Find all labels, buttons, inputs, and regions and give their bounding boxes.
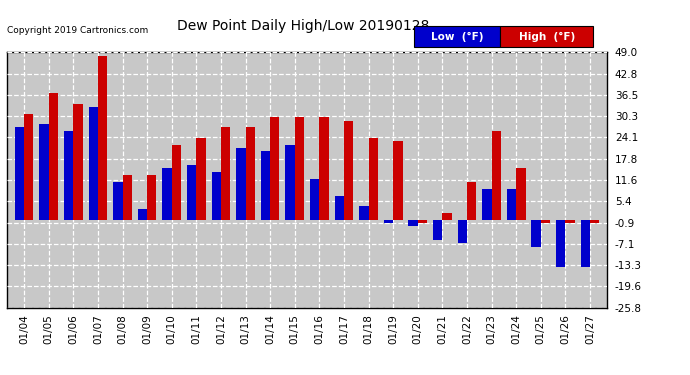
Bar bbox=[14, 128, 24, 219]
Bar bbox=[73, 104, 83, 219]
Bar bbox=[393, 141, 402, 219]
Bar bbox=[147, 175, 157, 219]
Bar bbox=[344, 121, 353, 219]
Bar bbox=[138, 209, 147, 219]
Bar bbox=[49, 93, 58, 219]
Text: Dew Point Daily High/Low 20190128: Dew Point Daily High/Low 20190128 bbox=[177, 19, 430, 33]
Bar bbox=[516, 168, 526, 219]
Bar bbox=[319, 117, 328, 219]
Text: Copyright 2019 Cartronics.com: Copyright 2019 Cartronics.com bbox=[7, 26, 148, 35]
Bar bbox=[197, 138, 206, 219]
Bar bbox=[359, 206, 368, 219]
Bar bbox=[187, 165, 197, 219]
Bar bbox=[433, 219, 442, 240]
Bar bbox=[64, 131, 73, 219]
Bar bbox=[580, 219, 590, 267]
Text: High  (°F): High (°F) bbox=[519, 32, 575, 42]
Bar bbox=[482, 189, 491, 219]
Bar bbox=[24, 114, 34, 219]
Bar bbox=[310, 178, 319, 219]
Bar bbox=[88, 107, 98, 219]
Bar bbox=[491, 131, 501, 219]
Bar bbox=[295, 117, 304, 219]
Bar bbox=[335, 196, 344, 219]
Text: Low  (°F): Low (°F) bbox=[431, 32, 484, 42]
Bar bbox=[590, 219, 600, 223]
Bar bbox=[162, 168, 172, 219]
Bar bbox=[467, 182, 476, 219]
Bar bbox=[212, 172, 221, 219]
Bar bbox=[246, 128, 255, 219]
Bar bbox=[565, 219, 575, 223]
Bar bbox=[123, 175, 132, 219]
Bar bbox=[408, 219, 417, 226]
Bar bbox=[531, 219, 541, 247]
Bar bbox=[457, 219, 467, 243]
Bar bbox=[261, 152, 270, 219]
Bar bbox=[39, 124, 49, 219]
Bar bbox=[172, 144, 181, 219]
Bar bbox=[417, 219, 427, 223]
Bar bbox=[98, 56, 107, 219]
Bar bbox=[113, 182, 123, 219]
Bar bbox=[286, 144, 295, 219]
Bar bbox=[556, 219, 565, 267]
Bar bbox=[221, 128, 230, 219]
Bar bbox=[541, 219, 550, 223]
Bar bbox=[384, 219, 393, 223]
Bar bbox=[442, 213, 452, 219]
Bar bbox=[507, 189, 516, 219]
Bar bbox=[368, 138, 378, 219]
Bar bbox=[270, 117, 279, 219]
Bar bbox=[236, 148, 246, 219]
